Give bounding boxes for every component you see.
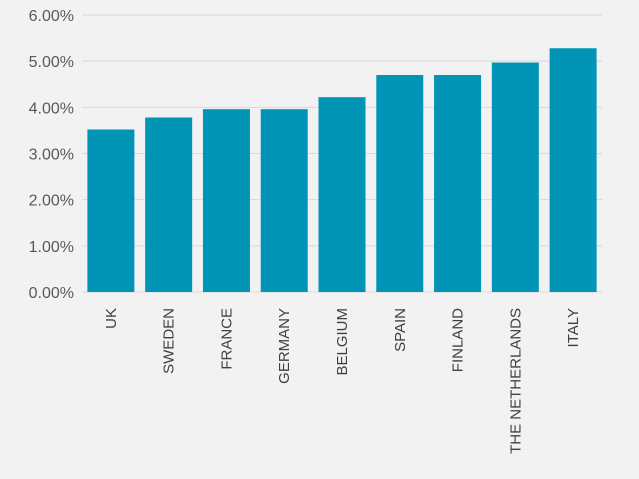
y-tick-label: 2.00% <box>29 193 74 210</box>
bar <box>376 75 424 293</box>
bar <box>549 48 597 292</box>
y-tick-label: 3.00% <box>29 147 74 164</box>
y-tick-label: 6.00% <box>29 8 74 25</box>
x-tick-label: FRANCE <box>218 308 235 370</box>
bar <box>491 62 539 292</box>
bar <box>202 109 250 293</box>
bars <box>87 48 597 293</box>
bar <box>145 117 193 293</box>
y-tick-label: 0.00% <box>29 285 74 302</box>
y-tick-label: 4.00% <box>29 100 74 117</box>
x-tick-label: ITALY <box>565 308 582 347</box>
bar <box>260 109 308 293</box>
x-tick-label: FINLAND <box>450 308 467 372</box>
x-tick-label: GERMANY <box>276 308 293 384</box>
x-axis-labels: UK SWEDEN FRANCE GERMANY BELGIUM SPAIN FINLAND… <box>103 308 582 454</box>
x-tick-label: THE NETHERLANDS <box>507 308 524 454</box>
x-tick-label: UK <box>103 308 120 329</box>
x-tick-label: SPAIN <box>392 308 409 352</box>
y-tick-label: 5.00% <box>29 54 74 71</box>
y-tick-label: 1.00% <box>29 239 74 256</box>
x-tick-label: SWEDEN <box>161 308 178 374</box>
bar <box>87 129 135 292</box>
bar <box>434 75 482 293</box>
x-tick-label: BELGIUM <box>334 308 351 376</box>
y-axis-labels: 0.00% 1.00% 2.00% 3.00% 4.00% 5.00% 6.00% <box>29 8 74 302</box>
bar <box>318 97 366 292</box>
